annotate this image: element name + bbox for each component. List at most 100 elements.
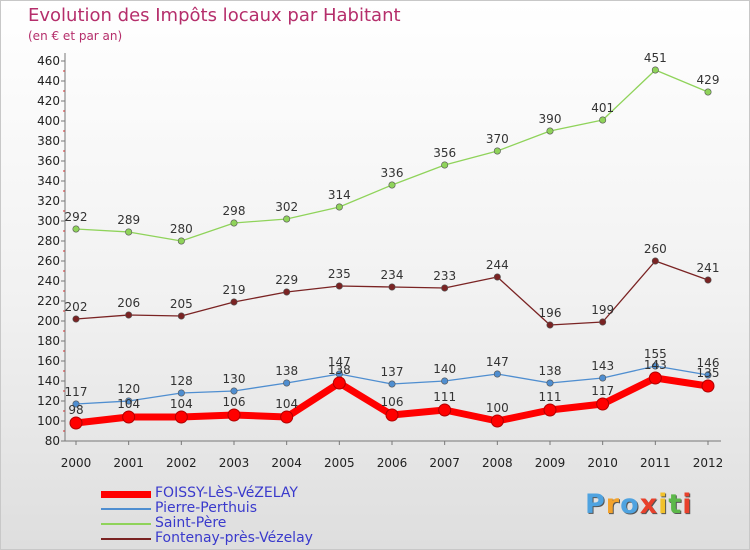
- data-point: [441, 161, 449, 169]
- y-tick-label: 200: [37, 314, 60, 328]
- proxiti-logo: Proxiti: [585, 489, 693, 520]
- legend-swatch: [101, 490, 151, 498]
- data-point: [125, 397, 133, 405]
- data-point: [230, 387, 238, 395]
- data-label: 229: [275, 273, 298, 287]
- data-label: 233: [433, 269, 456, 283]
- legend-label: Saint-Père: [155, 515, 227, 531]
- data-point: [596, 397, 610, 411]
- x-tick-label: 2002: [166, 456, 197, 470]
- x-tick-label: 2005: [324, 456, 355, 470]
- data-label: 451: [644, 51, 667, 65]
- data-label: 390: [539, 112, 562, 126]
- data-point: [388, 380, 396, 388]
- data-point: [335, 203, 343, 211]
- y-tick-label: 80: [45, 434, 60, 448]
- logo-letter: P: [585, 489, 606, 520]
- data-point: [651, 66, 659, 74]
- data-label: 135: [697, 366, 720, 380]
- data-label: 98: [68, 403, 83, 417]
- data-point: [599, 318, 607, 326]
- data-point: [441, 284, 449, 292]
- x-tick-label: 2000: [61, 456, 92, 470]
- x-tick-label: 2008: [482, 456, 513, 470]
- data-label: 138: [328, 363, 351, 377]
- data-point: [704, 88, 712, 96]
- data-point: [493, 147, 501, 155]
- data-label: 117: [591, 384, 614, 398]
- x-tick-label: 2001: [113, 456, 144, 470]
- data-point: [332, 376, 346, 390]
- data-point: [546, 379, 554, 387]
- data-label: 202: [65, 300, 88, 314]
- data-point: [177, 312, 185, 320]
- data-label: 111: [539, 390, 562, 404]
- y-tick-label: 340: [37, 174, 60, 188]
- logo-letter: o: [620, 489, 640, 520]
- data-label: 234: [381, 268, 404, 282]
- data-label: 106: [381, 395, 404, 409]
- data-label: 143: [591, 359, 614, 373]
- data-label: 244: [486, 258, 509, 272]
- data-label: 370: [486, 132, 509, 146]
- y-tick-label: 260: [37, 254, 60, 268]
- data-point: [490, 414, 504, 428]
- y-tick-label: 380: [37, 134, 60, 148]
- y-tick-label: 240: [37, 274, 60, 288]
- data-point: [283, 215, 291, 223]
- data-point: [230, 298, 238, 306]
- y-tick-label: 300: [37, 214, 60, 228]
- data-point: [335, 282, 343, 290]
- data-label: 147: [486, 355, 509, 369]
- y-tick-label: 420: [37, 94, 60, 108]
- y-tick-label: 220: [37, 294, 60, 308]
- data-point: [177, 237, 185, 245]
- data-label: 280: [170, 222, 193, 236]
- y-tick-label: 160: [37, 354, 60, 368]
- x-tick-label: 2007: [429, 456, 460, 470]
- data-point: [704, 276, 712, 284]
- data-point: [651, 362, 659, 370]
- data-label: 128: [170, 374, 193, 388]
- data-label: 314: [328, 188, 351, 202]
- data-point: [230, 219, 238, 227]
- data-label: 143: [644, 358, 667, 372]
- data-label: 260: [644, 242, 667, 256]
- x-tick-label: 2010: [587, 456, 618, 470]
- data-point: [227, 408, 241, 422]
- chart-title: Evolution des Impôts locaux par Habitant: [28, 5, 401, 26]
- data-label: 429: [697, 73, 720, 87]
- data-point: [388, 283, 396, 291]
- data-point: [125, 228, 133, 236]
- data-point: [283, 379, 291, 387]
- data-label: 104: [170, 397, 193, 411]
- data-point: [543, 403, 557, 417]
- chart-subtitle: (en € et par an): [28, 29, 123, 43]
- data-point: [704, 371, 712, 379]
- data-point: [122, 410, 136, 424]
- data-label: 205: [170, 297, 193, 311]
- y-tick-label: 120: [37, 394, 60, 408]
- logo-letter: r: [605, 489, 621, 520]
- data-label: 117: [65, 385, 88, 399]
- data-point: [125, 311, 133, 319]
- data-label: 336: [381, 166, 404, 180]
- data-label: 401: [591, 101, 614, 115]
- data-point: [174, 410, 188, 424]
- data-label: 100: [486, 401, 509, 415]
- y-tick-label: 140: [37, 374, 60, 388]
- x-tick-label: 2004: [271, 456, 302, 470]
- logo-letter: t: [668, 489, 683, 520]
- y-tick-label: 360: [37, 154, 60, 168]
- data-point: [177, 389, 185, 397]
- y-tick-label: 440: [37, 74, 60, 88]
- data-point: [283, 288, 291, 296]
- data-label: 241: [697, 261, 720, 275]
- data-label: 146: [697, 356, 720, 370]
- data-label: 298: [223, 204, 246, 218]
- data-point: [69, 416, 83, 430]
- legend-swatch: [101, 538, 151, 540]
- data-label: 206: [117, 296, 140, 310]
- data-label: 219: [223, 283, 246, 297]
